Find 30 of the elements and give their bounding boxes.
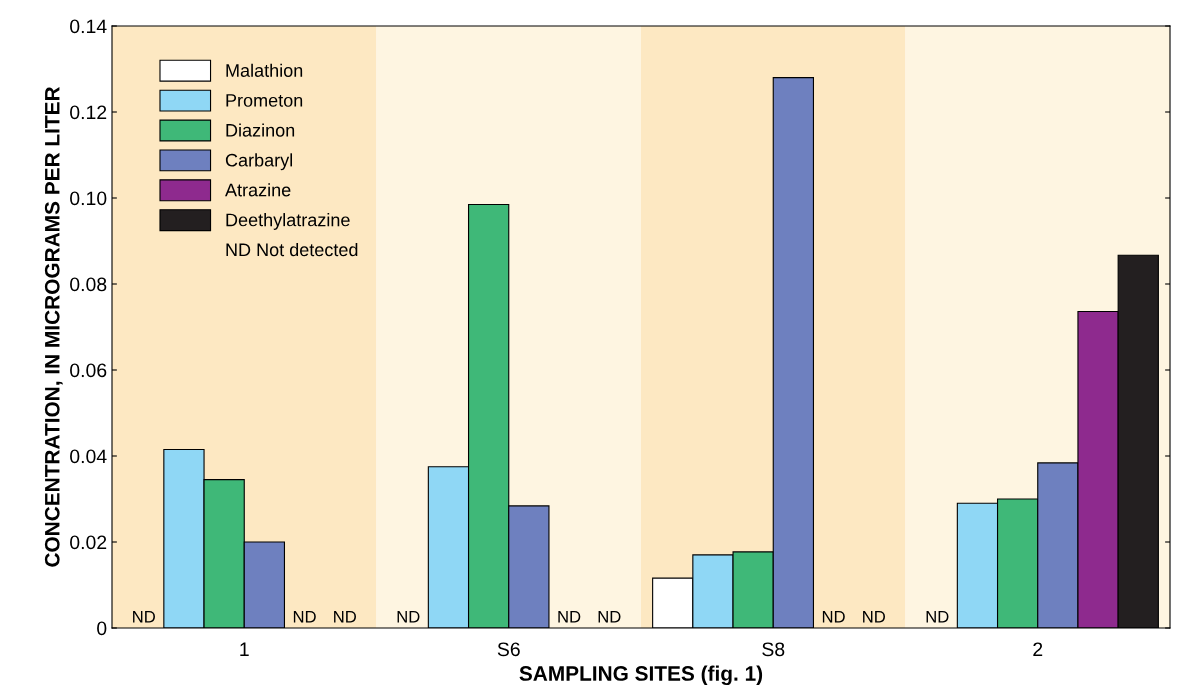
legend-label: Prometon: [226, 94, 303, 107]
text: ND: [334, 610, 356, 623]
x-axis-title: SAMPLING SITES (fig. 1): [519, 665, 763, 686]
legend-label: Atrazine: [225, 183, 291, 197]
text: ND: [397, 610, 420, 623]
y-tick-label: 0: [97, 621, 107, 636]
y-tick-label: 0.06: [70, 363, 107, 378]
text: ND: [598, 610, 621, 623]
text: ND: [926, 610, 949, 623]
text: ND: [822, 610, 845, 623]
legend-label: Malathion: [226, 63, 303, 77]
text: ND: [133, 610, 155, 623]
legend-label: Deethylatrazine: [226, 213, 350, 230]
x-tick-label: S8: [762, 642, 785, 657]
y-axis-title: CONCENTRATION, IN MICROGRAMS PER LITER: [44, 86, 63, 567]
x-tick-label: S6: [497, 642, 520, 657]
legend-label: Diazinon: [226, 123, 295, 137]
text: ND: [293, 610, 316, 623]
text: ND: [863, 610, 885, 623]
x-tick-label: 2: [1033, 642, 1043, 656]
y-tick-label: 0.04: [70, 449, 107, 464]
y-tick-label: 0.12: [70, 105, 107, 120]
text: ND: [558, 610, 581, 623]
y-tick-label: 0.02: [70, 535, 107, 550]
y-tick-label: 0.14: [70, 19, 107, 34]
y-tick-label: 0.10: [70, 191, 107, 206]
annotation: ND Not detected: [226, 242, 358, 257]
y-tick-label: 0.08: [70, 277, 107, 292]
legend-label: Carbaryl: [225, 153, 293, 171]
x-tick-label: 1: [240, 642, 249, 656]
